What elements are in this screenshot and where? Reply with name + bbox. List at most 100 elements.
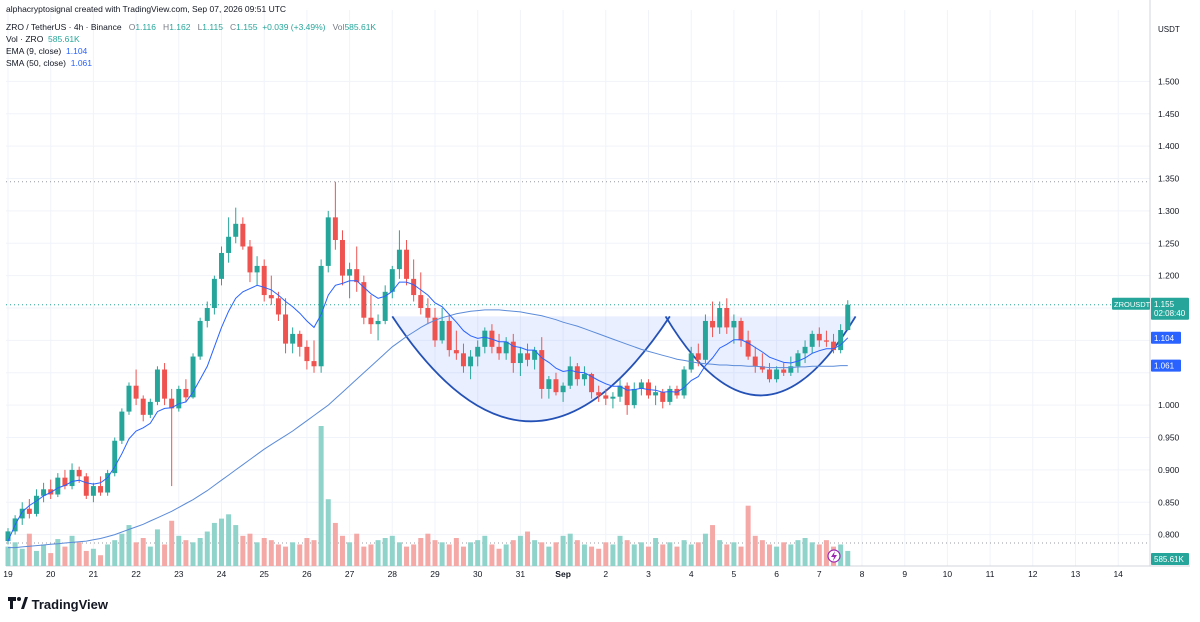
time-tick-label: 11 xyxy=(986,569,995,579)
volume-bar xyxy=(745,505,751,566)
volume-bar xyxy=(453,538,459,566)
volume-bar xyxy=(667,542,673,566)
volume-bar xyxy=(802,538,808,566)
sma-badge-bg xyxy=(1151,359,1181,372)
volume-bar xyxy=(460,546,466,566)
ema-badge-text: 1.104 xyxy=(1154,334,1175,343)
volume-bar xyxy=(41,544,47,566)
candle-body xyxy=(389,269,395,292)
volume-bar xyxy=(553,542,559,566)
symbol-name[interactable]: ZRO / TetherUS · 4h · Binance xyxy=(6,22,122,32)
currency-label[interactable]: USDT xyxy=(1158,25,1180,34)
volume-bar xyxy=(702,533,708,566)
volume-bar xyxy=(759,540,765,566)
sma-legend-label: SMA (50, close) xyxy=(6,58,66,68)
volume-bar xyxy=(752,535,758,566)
volume-bar xyxy=(766,544,772,566)
volume-bar xyxy=(646,546,651,566)
volume-legend[interactable]: Vol · ZRO 585.61K xyxy=(6,34,80,44)
lightning-icon xyxy=(831,551,837,561)
volume-bar xyxy=(710,525,716,566)
symbol-badge-bg xyxy=(1112,297,1150,310)
time-tick-label: 19 xyxy=(3,569,13,579)
candle-body xyxy=(517,353,523,364)
candle-body xyxy=(460,353,466,367)
volume-bar xyxy=(297,544,303,566)
volume-bar xyxy=(468,542,474,566)
volume-bar xyxy=(147,546,153,566)
price-tick-label: 0.950 xyxy=(1158,433,1180,443)
candle-body xyxy=(26,508,32,514)
volume-bar xyxy=(240,535,246,566)
time-tick-label: 25 xyxy=(259,569,269,579)
candle-body xyxy=(375,320,381,325)
candle-body xyxy=(404,249,410,279)
ema-legend[interactable]: EMA (9, close) 1.104 xyxy=(6,46,87,56)
volume-bar xyxy=(204,531,210,566)
candle-body xyxy=(695,353,701,360)
candle-body xyxy=(496,346,502,354)
volume-bar xyxy=(211,522,217,566)
candle-body xyxy=(162,369,168,399)
volume-bar xyxy=(226,514,232,566)
volume-bar xyxy=(19,548,25,566)
candle-body xyxy=(838,330,844,351)
volume-bar xyxy=(354,533,360,566)
candle-body xyxy=(553,379,559,393)
volume-badge-bg xyxy=(1151,553,1189,565)
candle-body xyxy=(62,477,68,487)
volume-bar xyxy=(596,548,602,566)
volume-bar xyxy=(489,544,495,566)
candle-body xyxy=(631,388,637,406)
volume-bar xyxy=(382,538,388,566)
open-label: O xyxy=(128,22,136,32)
volume-bar xyxy=(674,546,680,566)
candle-body xyxy=(560,385,566,393)
volume-bar xyxy=(496,548,502,566)
last-price-badge-text: 1.155 xyxy=(1154,300,1175,309)
candle-body xyxy=(147,401,153,415)
price-axis[interactable]: 0.800 0.850 0.900 0.950 1.000 1.200 1.250 1.300… xyxy=(1158,76,1180,539)
candle-body xyxy=(702,320,708,360)
low-value: 1.115 xyxy=(202,22,223,32)
tradingview-logo[interactable]: TradingView xyxy=(8,596,108,612)
chart-grid xyxy=(6,0,1190,567)
time-tick-label: 3 xyxy=(646,569,651,579)
candle-body xyxy=(219,252,224,279)
tradingview-logo-icon xyxy=(8,597,28,612)
volume-bar xyxy=(724,544,730,566)
volume-bar xyxy=(318,426,324,566)
candle-body xyxy=(19,508,25,519)
volume-bar xyxy=(589,546,595,566)
volume-bar xyxy=(475,540,481,566)
volume-bar xyxy=(126,525,132,566)
candle-body xyxy=(55,477,61,495)
volume-bar xyxy=(62,546,68,566)
volume-bar xyxy=(55,539,61,566)
candle-body xyxy=(574,366,580,380)
candle-body xyxy=(845,304,851,331)
volume-bar xyxy=(133,542,139,566)
candle-body xyxy=(581,374,587,380)
sma-legend[interactable]: SMA (50, close) 1.061 xyxy=(6,58,92,68)
candle-body xyxy=(596,392,602,396)
volume-bar xyxy=(98,555,104,566)
time-axis[interactable]: 19 20 21 22 23 24 25 26 27 28 29 30 31 Sep 2 3 4 5 6 7 8 9 10 1… xyxy=(3,569,1123,579)
candle-body xyxy=(660,392,666,402)
ema-9-line xyxy=(7,280,849,542)
time-tick-label: 4 xyxy=(689,569,694,579)
volume-bar xyxy=(631,544,637,566)
candle-body xyxy=(717,308,723,328)
time-tick-label: 2 xyxy=(603,569,608,579)
volume-bar xyxy=(361,546,367,566)
volume-bar xyxy=(389,535,395,566)
volume-bar xyxy=(368,544,374,566)
candle-body xyxy=(254,265,260,273)
volume-bar xyxy=(304,538,310,566)
candle-body xyxy=(532,350,538,360)
candle-body xyxy=(5,531,11,542)
time-tick-label: Sep xyxy=(555,569,571,579)
time-tick-label: 30 xyxy=(473,569,483,579)
